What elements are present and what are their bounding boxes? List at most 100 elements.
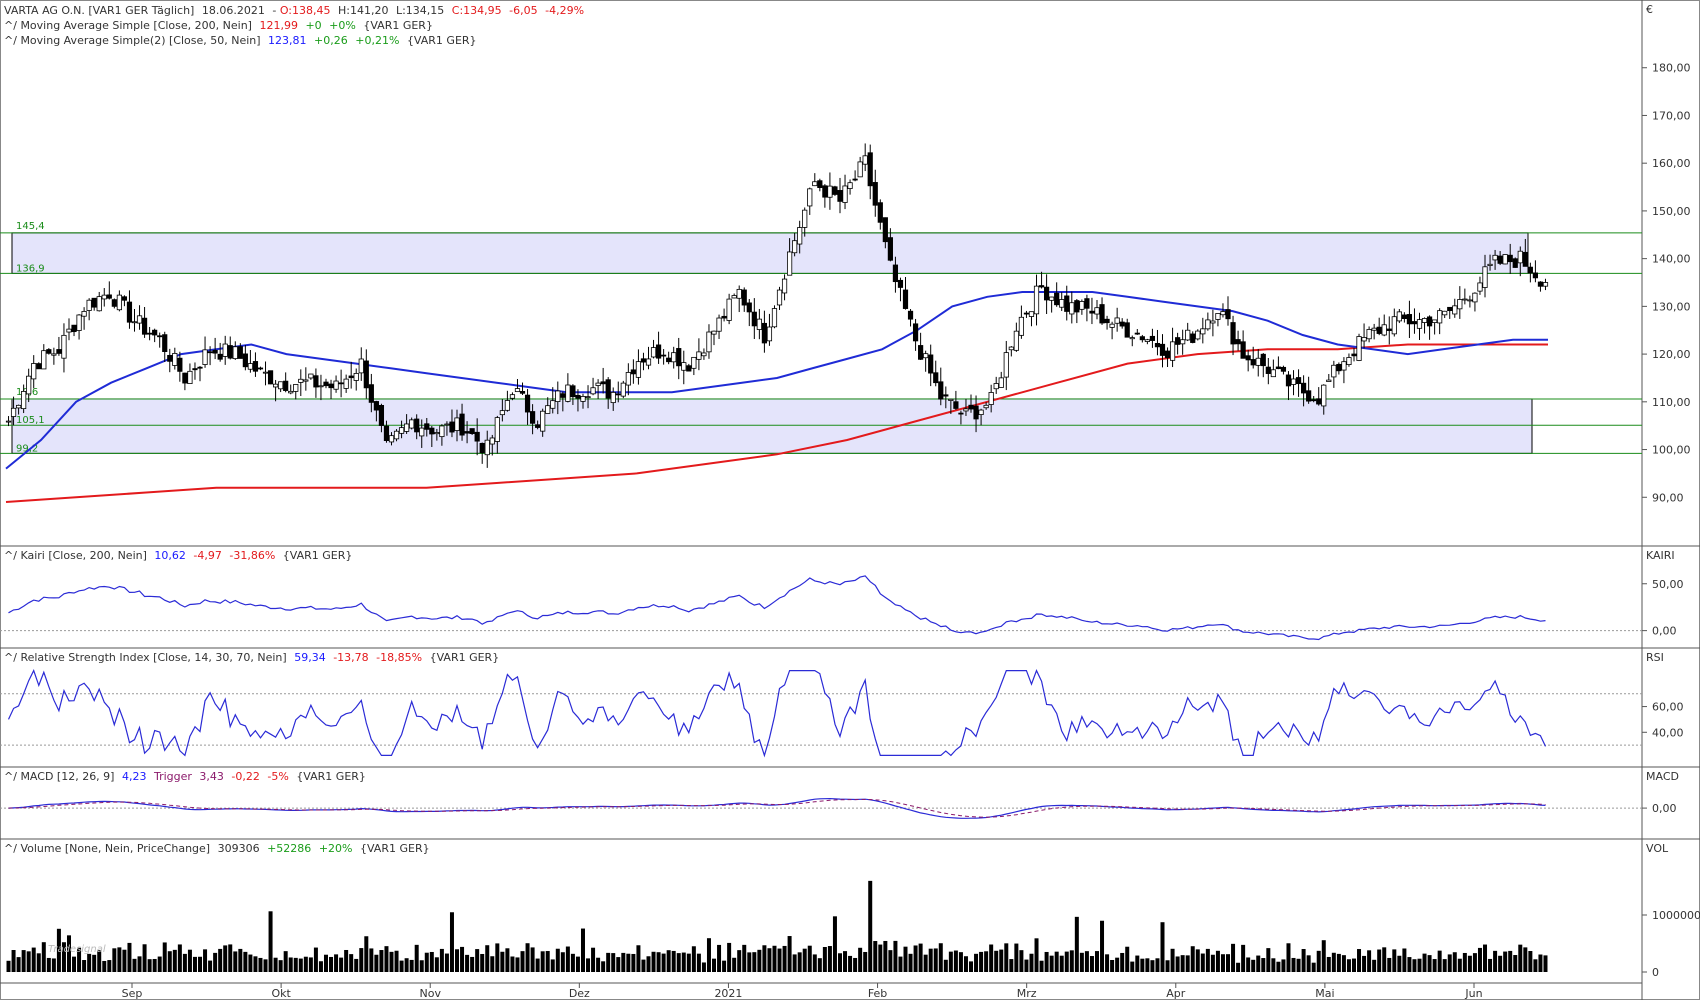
volume-bar (928, 948, 933, 972)
volume-bar (802, 948, 807, 972)
candle-body (514, 388, 521, 393)
volume-bar (1105, 954, 1110, 972)
volume-bar (550, 959, 555, 972)
kairi-legend: ^/ Kairi [Close, 200, Nein] 10,62 -4,97 … (4, 549, 352, 562)
candle-body (232, 346, 238, 360)
candle-body (393, 430, 400, 440)
volume-bar (16, 957, 21, 972)
volume-bar (303, 956, 308, 972)
volume-bar (999, 949, 1004, 972)
volume-bar (460, 946, 465, 972)
candle-body (267, 370, 274, 385)
volume-bar (1357, 949, 1362, 972)
candle-body (96, 296, 102, 312)
volume-bar (1377, 949, 1382, 972)
candle-body (1361, 337, 1367, 342)
volume-bar (1311, 962, 1316, 972)
volume-bar (1069, 950, 1074, 972)
kairi-change-pct: -31,86% (229, 549, 275, 562)
candle-body (519, 391, 526, 394)
volume-bar (465, 954, 470, 972)
ma200-label: Moving Average Simple [Close, 200, Nein] (20, 19, 252, 32)
volume-bar (258, 957, 263, 972)
volume-tick-label: 0 (1652, 966, 1659, 979)
volume-bar (1412, 959, 1417, 972)
zone-bottom-label: 136,9 (16, 263, 45, 274)
volume-change-pct: +20% (319, 842, 353, 855)
volume-bar (989, 944, 994, 972)
price-tick-label: 160,00 (1652, 157, 1691, 170)
candle-body (837, 190, 843, 202)
volume-bar (1170, 948, 1175, 972)
volume-bar (1175, 956, 1180, 972)
candle-body (5, 420, 12, 423)
volume-bar (1226, 954, 1231, 972)
candle-body (792, 240, 798, 254)
volume-bar (1392, 949, 1397, 972)
volume-bar (87, 953, 92, 972)
candle-body (41, 350, 47, 370)
candle-body (1180, 339, 1186, 345)
candle-body (998, 377, 1004, 388)
volume-bar (323, 954, 328, 972)
volume-bar (313, 947, 318, 972)
volume-bar (853, 957, 858, 972)
ma200-src: {VAR1 GER} (363, 19, 433, 32)
candle-body (484, 439, 490, 456)
candle-body (131, 321, 138, 324)
volume-bar (908, 953, 913, 972)
candle-body (1391, 316, 1397, 335)
volume-bar (868, 880, 873, 972)
candle-body (328, 383, 334, 389)
candle-body (368, 384, 374, 403)
volume-bar (243, 951, 248, 972)
candle-body (1169, 341, 1176, 361)
volume-bar (601, 961, 606, 972)
volume-bar (1296, 958, 1301, 972)
volume-bar (1331, 952, 1336, 972)
volume-bar (1044, 951, 1049, 972)
candle-body (933, 372, 939, 384)
macd-change: -0,22 (231, 770, 259, 783)
candle-body (303, 379, 309, 382)
volume-bar (903, 946, 908, 972)
volume-bar (308, 957, 313, 972)
volume-bar (1528, 951, 1533, 972)
volume-bar (147, 959, 152, 972)
volume-bar (187, 949, 192, 972)
volume-bar (455, 949, 460, 972)
candle-body (1149, 335, 1156, 341)
volume-bar (1241, 944, 1246, 972)
candle-body (832, 186, 838, 195)
candle-body (923, 353, 929, 359)
candle-body (1336, 363, 1342, 372)
volume-bar (228, 944, 233, 972)
volume-bar (737, 950, 742, 972)
header-change: -6,05 (509, 4, 537, 17)
volume-bar (727, 942, 732, 972)
ma200-change: +0 (305, 19, 321, 32)
volume-bar (646, 956, 651, 972)
volume-bar (112, 948, 117, 972)
candle-body (1038, 285, 1045, 288)
volume-bar (1135, 955, 1140, 972)
macd-value: 4,23 (122, 770, 147, 783)
candle-body (459, 413, 465, 436)
candle-body (1250, 359, 1256, 366)
resistance-zone (11, 232, 1529, 274)
candle-body (1003, 352, 1009, 378)
candle-body (217, 353, 223, 360)
price-tick-label: 120,00 (1652, 348, 1691, 361)
volume-bar (1165, 960, 1170, 972)
candle-body (318, 385, 324, 388)
volume-bar (31, 947, 36, 972)
volume-bar (364, 936, 369, 972)
ma200-line (5, 343, 1548, 503)
candle-body (504, 400, 511, 411)
volume-bar (1351, 958, 1356, 972)
price-tick-label: 90,00 (1652, 491, 1684, 504)
candle-body (1210, 320, 1216, 324)
candle-body (212, 349, 218, 354)
ma200-change-pct: +0% (329, 19, 356, 32)
